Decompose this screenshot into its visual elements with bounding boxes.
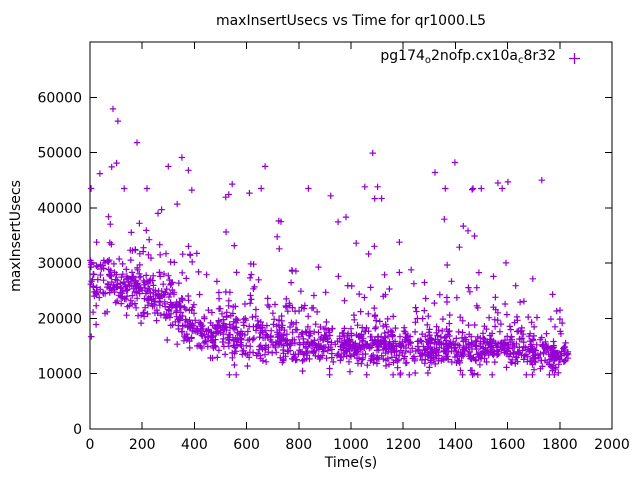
x-tick-label: 1800 [542,437,578,453]
legend: pg174o2nofp.cx10ac8r32 [380,47,580,70]
x-tick-label: 1400 [438,437,474,453]
y-tick-label: 10000 [37,367,82,383]
legend-label-subscript: o [424,54,432,66]
x-tick-label: 1600 [490,437,526,453]
y-tick-label: 50000 [37,146,82,162]
legend-plus-marker-icon [569,52,580,64]
x-tick-label: 0 [86,437,95,453]
y-tick-label: 20000 [37,311,82,327]
legend-label-part: pg174 [380,47,425,64]
x-tick-label: 2000 [594,437,630,453]
legend-label-subscript: c [518,54,524,66]
x-axis-label: Time(s) [324,455,378,471]
y-tick-label: 60000 [37,90,82,106]
x-tick-label: 800 [285,437,312,453]
chart-title: maxInsertUsecs vs Time for qr1000.L5 [215,13,487,29]
plot-border [89,41,613,430]
y-tick-label: 40000 [37,201,82,217]
x-tick-label: 200 [129,437,156,453]
x-tick-label: 1000 [333,437,369,453]
y-axis-label: maxInsertUsecs [8,180,24,292]
scatter-points [87,105,572,378]
x-tick-label: 1200 [385,437,421,453]
legend-label-part: 8r32 [523,47,556,64]
y-tick-label: 30000 [37,256,82,272]
legend-label-part: 2nofp.cx10a [431,47,519,64]
y-tick-label: 0 [73,422,82,438]
x-tick-label: 600 [233,437,260,453]
x-tick-label: 400 [181,437,208,453]
legend-series-label: pg174o2nofp.cx10ac8r32 [380,47,556,70]
